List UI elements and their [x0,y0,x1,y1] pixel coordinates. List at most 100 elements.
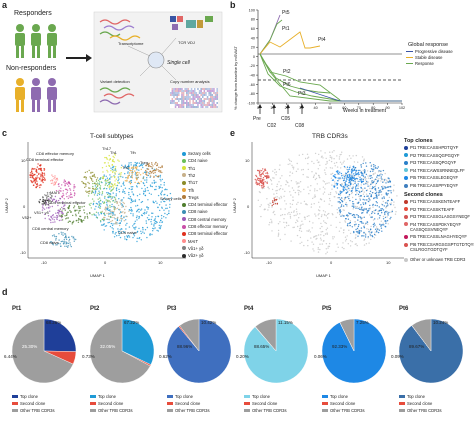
legend-response: Response [406,60,434,67]
legend-label: Tregs [188,194,199,200]
legend-label: Vδ1+ γδ [188,245,204,251]
legend-dot [182,239,186,244]
pie-title: Pt6 [399,306,409,312]
transcriptome-label: Transcriptome [118,41,144,46]
pt5-label: Pt5 [282,10,290,16]
pie-title: Pt3 [167,306,177,312]
pie-legend-swatch [322,402,328,405]
other-trb-label: Other or unknown TRB CDR3 [410,257,466,262]
top-clone-item: Pt6 TRB:CASSPPYEQYF [404,183,458,190]
other-slice [255,318,277,352]
umap-annotation: Tfh [130,150,136,155]
pie-percent-label: 88.96% [177,344,193,349]
umap-annotation: Th2 [122,165,129,170]
panel-c-ylabel: UMAP 2 [4,198,9,213]
pie-legend-label: Top clone [98,394,116,399]
pie-legend-label: Second clone [175,401,201,406]
pie-legend-item: Second clone [322,400,355,407]
pie-legend-label: Second clone [20,401,46,406]
panel-c-title: T-cell subtypes [90,133,134,140]
pie-legend-item: Second clone [90,400,123,407]
y-tick-label: 60 [251,27,255,31]
x-tick-label: 90 [385,106,389,110]
pie-percent-label: 7.25% [356,320,369,325]
pie-legend-item: Top clone [167,393,193,400]
variant-detection-label: Variant detection [100,79,130,84]
y-tick-label: 40 [251,36,255,40]
legend-dot [182,253,186,258]
tcr-vdj-icon [170,16,213,30]
pie-legend-item: Top clone [322,393,348,400]
pie-legend-swatch [12,409,18,412]
celltype-legend-item: Tregs [182,194,199,201]
clone-label: Pt3 TRB:CASSQPGQYF [410,160,457,166]
x-tick-label: 60 [342,106,346,110]
clone-dot [404,145,408,150]
pie-chart [166,318,232,384]
pt5-line [259,14,281,55]
pie-title: Pt1 [12,306,22,312]
pt6-label: Pt6 [283,82,291,88]
top-clone-item: Pt2 TRB:CASSQGPGQYF [404,153,460,160]
x-tick-label: 80 [371,106,375,110]
legend-label: CD4 terminal effector [188,202,228,208]
y-tick-label: 20 [251,46,255,50]
pie-legend-label: Other TRB CDR3s [252,408,287,413]
celltype-legend-item: Th2 [182,172,195,179]
top-clone-slice [43,318,77,352]
x-tick-label: 102 [399,106,405,110]
pie-legend-label: Second clone [330,401,356,406]
panel-c-ytick-2: 0 [23,204,26,209]
other-slice [89,318,151,384]
panel-a-illustration [15,11,223,113]
progressive-line [299,87,402,102]
pie-legend-swatch [399,402,405,405]
clone-dot [404,234,408,239]
celltype-legend-item: Sezary cells [182,150,211,157]
pie-legend-item: Top clone [90,393,116,400]
panel-c-xlabel: UMAP 1 [90,273,105,278]
top-clone-item: Pt5 TRB:CASSLEGEQYF [404,175,458,182]
clone-dot [404,242,408,247]
responder-person-icons [15,24,57,58]
legend-label: Th1 [188,165,196,171]
umap-annotation: CD4 terminal effector [48,200,86,205]
pie-legend-label: Top clone [175,394,193,399]
umap-annotation: CD8 terminal effector [26,157,64,162]
pie-legend-swatch [244,402,250,405]
celltype-legend-item: CD8 central memory [182,216,226,223]
pt2-label: Pt2 [283,69,291,75]
legend-dot [182,195,186,200]
celltype-legend-item: Vδ2+ γδ [182,252,204,259]
pt3-line [259,53,343,102]
legend-stable: Stable disease [406,54,442,61]
panel-e-ylabel: UMAP 2 [232,198,237,213]
umap-annotation: CD8 naive [40,240,59,245]
pie-legend-swatch [399,395,405,398]
clone-label: Pt6 TRB:CSARGSGSPTGTDTQYF CSLRGGTGDTQYF [410,242,474,252]
pie-legend-swatch [322,409,328,412]
celltype-legend-item: Th17 [182,179,198,186]
panel-c-xtick-2: 0 [104,260,107,265]
pie-percent-label: 0.62% [159,354,172,359]
celltype-legend-item: MAIT [182,238,198,245]
pie-legend-swatch [322,395,328,398]
second-clone-item: Pt4 TRB:CASSPDKYEQYF CASSQGSVNEQYF [404,222,461,234]
non-responder-person-icons [15,78,57,112]
pie-percent-label: 68.26% [46,320,62,325]
pie-percent-label: 10.24% [433,320,449,325]
panel-e-xtick-3: 10 [386,260,391,265]
pie-chart [11,318,77,384]
legend-label: CD4 naive [188,158,208,164]
stable-label: Stable disease [415,55,443,60]
pie-legend-label: Second clone [98,401,124,406]
y-tick-label: -100 [247,101,255,105]
celltype-legend-item: Vδ1+ γδ [182,245,204,252]
other-slice [339,318,355,352]
stable-swatch [406,57,413,58]
pie-legend-label: Other TRB CDR3s [407,408,442,413]
pie-chart [243,318,309,384]
celltype-legend-item: CD4 terminal effector [182,201,228,208]
pie-legend-item: Other TRB CDR3s [322,407,365,414]
legend-dot [182,217,186,222]
